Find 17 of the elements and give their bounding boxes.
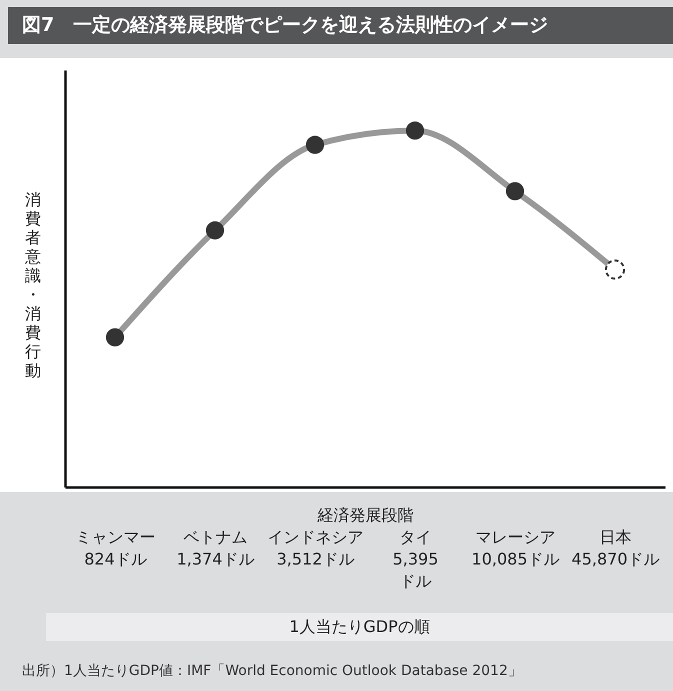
chart-title: 図7 一定の経済発展段階でピークを迎える法則性のイメージ bbox=[8, 7, 673, 44]
text: 出所）1人当たりGDP値：IMF「World Economic Outlook Database 2012」 bbox=[22, 662, 522, 680]
x-tick-label: インドネシア 3,512ドル bbox=[268, 528, 364, 568]
point bbox=[306, 136, 324, 154]
point bbox=[506, 182, 524, 200]
x-tick-label: ベトナム 1,374ドル bbox=[176, 528, 254, 568]
point bbox=[206, 221, 224, 240]
x-tick-label: ミャンマー 824ドル bbox=[76, 528, 156, 568]
x-tick-label: 日本 45,870ドル bbox=[572, 528, 660, 568]
text: 消費者意識・消費行動 bbox=[25, 190, 41, 380]
x-tick-label: マレーシア 10,085ドル bbox=[472, 528, 560, 568]
text: 1人当たりGDPの順 bbox=[46, 613, 673, 641]
x-axis-title: 経済発展段階 bbox=[316, 506, 414, 524]
point bbox=[106, 328, 124, 346]
point bbox=[604, 260, 626, 280]
x-tick-label: タイ 5,395 ドル bbox=[392, 528, 438, 590]
point bbox=[406, 122, 424, 140]
